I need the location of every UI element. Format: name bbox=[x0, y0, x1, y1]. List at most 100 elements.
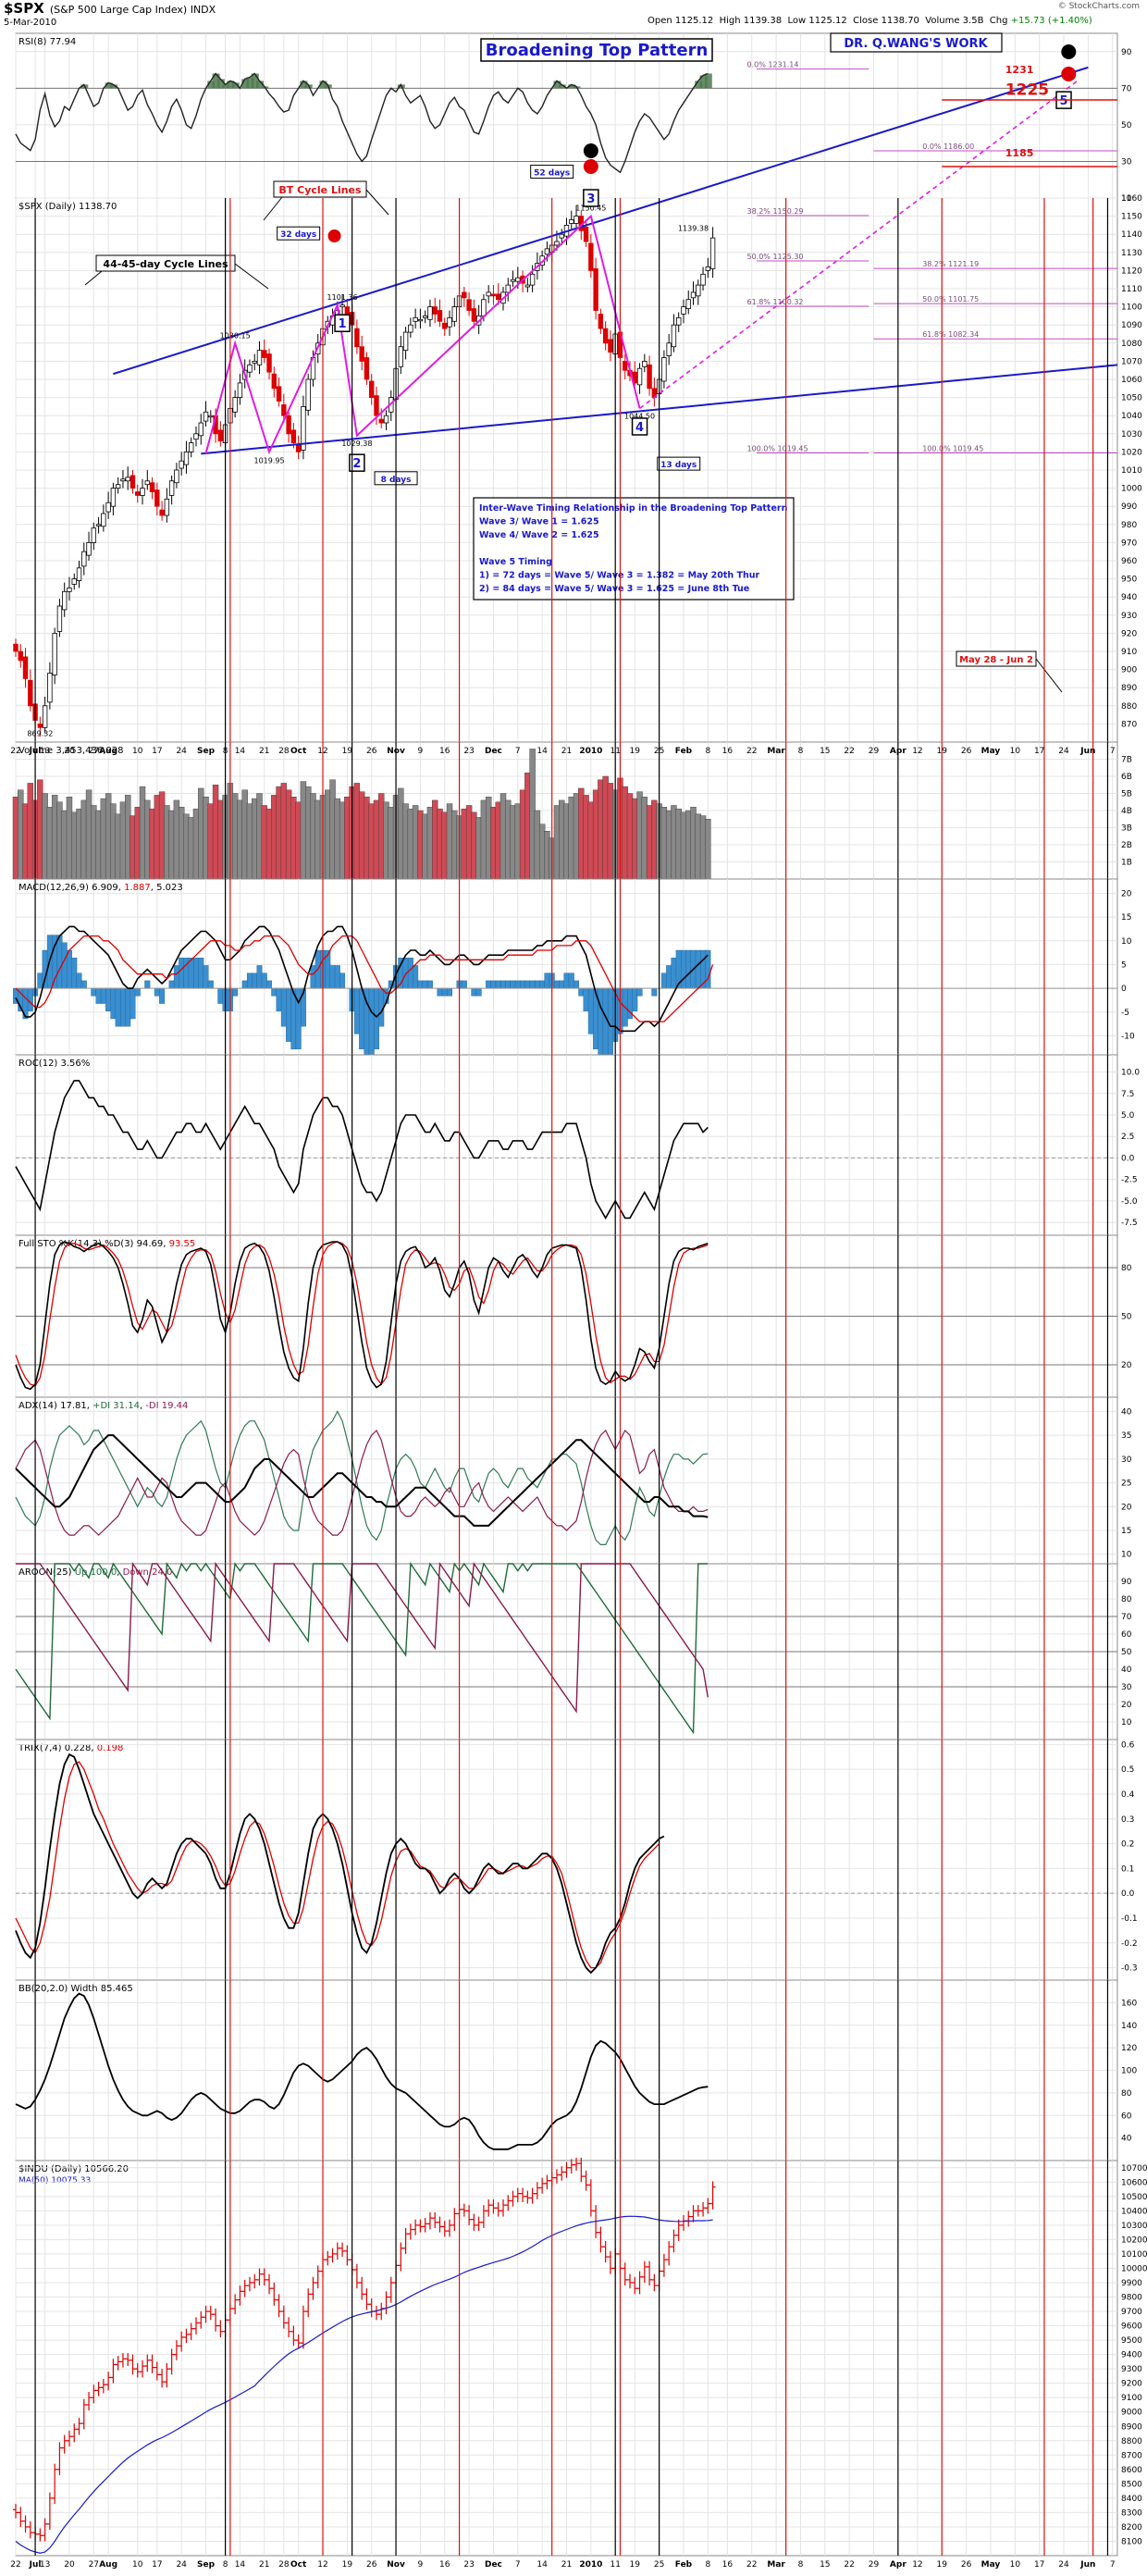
price-candle-body bbox=[510, 279, 516, 282]
bbwidth-tick-label: 80 bbox=[1121, 2089, 1132, 2099]
roc-tick-label: 2.5 bbox=[1121, 1133, 1134, 1142]
price-candle-body bbox=[685, 299, 691, 309]
price-title-part: $SPX (Daily) 1138.70 bbox=[18, 202, 117, 212]
macd-histogram-bar bbox=[125, 987, 131, 1027]
macd-tick-label: -5 bbox=[1121, 1009, 1129, 1018]
macd-histogram-bar bbox=[100, 987, 106, 1004]
price-candle-body bbox=[217, 429, 224, 442]
adx-title-part: +DI 31.14 bbox=[92, 1401, 140, 1411]
x-axis-label: 19 bbox=[342, 747, 353, 756]
x-axis-label: 21 bbox=[259, 2560, 269, 2570]
price-candle-body bbox=[115, 484, 121, 489]
price-candle-body bbox=[417, 318, 424, 322]
macd-histogram-bar bbox=[329, 965, 336, 989]
price-tick-label: 1020 bbox=[1121, 448, 1142, 457]
indu-tick-label: 8100 bbox=[1121, 2537, 1142, 2546]
macd-histogram-bar bbox=[115, 987, 121, 1027]
price-candle-body bbox=[598, 314, 604, 329]
price-candle-body bbox=[359, 346, 364, 362]
x-axis-label: 16 bbox=[439, 747, 450, 756]
indu-title-part: $INDU (Daily) 10566.20 bbox=[18, 2164, 129, 2174]
macd-histogram-bar bbox=[666, 965, 672, 989]
swing-price-label: 1101.36 bbox=[327, 293, 358, 302]
macd-histogram-bar bbox=[276, 987, 282, 1011]
x-axis-label: 24 bbox=[1058, 2560, 1069, 2570]
price-candle-body bbox=[574, 216, 579, 224]
symbol-name: (S&P 500 Large Cap Index) INDX bbox=[49, 4, 216, 16]
indu-ma-label: MA(50) 10075.33 bbox=[18, 2176, 91, 2186]
x-axis-label: 26 bbox=[366, 2560, 377, 2570]
x-axis-label: 2010 bbox=[579, 747, 602, 756]
bbwidth-tick-label: 60 bbox=[1121, 2112, 1132, 2121]
chg-value: +15.73 (+1.40%) bbox=[1010, 16, 1092, 26]
x-axis-label: 7 bbox=[515, 2560, 521, 2570]
adx-title-part: -DI 19.44 bbox=[145, 1401, 188, 1411]
rsi-overbought-fill bbox=[109, 84, 117, 89]
high-value: 1139.38 bbox=[743, 16, 783, 26]
roc-tick-label: 5.0 bbox=[1121, 1111, 1135, 1121]
macd-histogram-bar bbox=[534, 980, 540, 989]
indu-tick-label: 10400 bbox=[1121, 2207, 1147, 2216]
cycle-dot bbox=[1061, 44, 1077, 59]
volume-tick-label: 4B bbox=[1121, 807, 1132, 816]
adx-tick-label: 25 bbox=[1121, 1480, 1131, 1489]
days-frame bbox=[277, 226, 321, 241]
macd-histogram-bar bbox=[632, 987, 638, 1011]
indu-tick-label: 10000 bbox=[1121, 2264, 1147, 2273]
price-candle-body bbox=[105, 502, 111, 513]
macd-histogram-bar bbox=[437, 987, 443, 997]
macd-histogram-bar bbox=[539, 980, 546, 989]
stoch-title-part: Full STO %K(14,3) %D(3) 94.69, bbox=[18, 1239, 169, 1249]
rsi-overbought-fill bbox=[246, 77, 254, 89]
macd-histogram-bar bbox=[266, 980, 273, 989]
x-axis-label: 13 bbox=[40, 2560, 50, 2570]
x-axis-label: 24 bbox=[176, 747, 187, 756]
price-candle-body bbox=[486, 291, 491, 297]
price-candle-body bbox=[696, 284, 701, 297]
bt-cycle-callout: BT Cycle Lines bbox=[273, 180, 367, 198]
bbwidth-tick-label: 120 bbox=[1121, 2044, 1137, 2053]
macd-histogram-bar bbox=[583, 987, 589, 1011]
x-axis-label: 7 bbox=[1110, 2560, 1116, 2570]
macd-histogram-bar bbox=[568, 972, 574, 989]
x-axis-label: 28 bbox=[278, 2560, 290, 2570]
adx-title-part: , bbox=[140, 1401, 145, 1411]
timing-note-box: Inter-Wave Timing Relationship in the Br… bbox=[473, 497, 795, 601]
roc-tick-label: 7.5 bbox=[1121, 1090, 1134, 1099]
bbwidth-tick-label: 40 bbox=[1121, 2135, 1132, 2144]
x-axis-label: 26 bbox=[961, 2560, 972, 2570]
trix-title-part: TRIX(7,4) 0.228, bbox=[18, 1743, 97, 1753]
macd-histogram-bar bbox=[447, 987, 453, 997]
rsi-overbought-fill bbox=[251, 73, 259, 89]
x-axis-label: 15 bbox=[820, 2560, 830, 2570]
x-axis-label: 2010 bbox=[579, 2560, 602, 2570]
indu-tick-label: 9400 bbox=[1121, 2351, 1142, 2360]
macd-histogram-bar bbox=[490, 980, 497, 989]
x-axis-label: 24 bbox=[176, 2560, 187, 2570]
price-candle-body bbox=[56, 605, 63, 632]
adx-title: ADX(14) 17.81, +DI 31.14, -DI 19.44 bbox=[18, 1401, 188, 1411]
price-candle-body bbox=[130, 475, 136, 489]
macd-histogram-bar bbox=[514, 980, 521, 989]
x-axis-label: Oct bbox=[290, 747, 307, 756]
trix-title-part: 0.198 bbox=[97, 1743, 124, 1753]
wave-label: 1 bbox=[334, 314, 351, 332]
volume-tick-label: 6B bbox=[1121, 773, 1132, 782]
x-axis-label: 21 bbox=[259, 747, 269, 756]
x-axis-label: Apr bbox=[890, 747, 906, 756]
days-frame bbox=[530, 165, 574, 180]
macd-histogram-bar bbox=[422, 980, 428, 989]
price-tick-label: 1110 bbox=[1121, 285, 1142, 294]
indu-tick-label: 10700 bbox=[1121, 2164, 1147, 2174]
macd-histogram-bar bbox=[426, 980, 433, 989]
roc-line bbox=[15, 1080, 709, 1220]
trix-tick-label: -0.2 bbox=[1121, 1939, 1138, 1949]
macd-histogram-bar bbox=[310, 965, 316, 989]
price-candle-body bbox=[524, 284, 531, 288]
aroon-down-line bbox=[16, 1561, 709, 1714]
window-pointer bbox=[1035, 658, 1063, 693]
timing-note-line: Wave 3/ Wave 1 = 1.625 bbox=[479, 517, 599, 527]
price-candle-body bbox=[647, 364, 652, 390]
macd-histogram-bar bbox=[359, 987, 365, 1050]
x-axis-label: 8 bbox=[705, 747, 710, 756]
